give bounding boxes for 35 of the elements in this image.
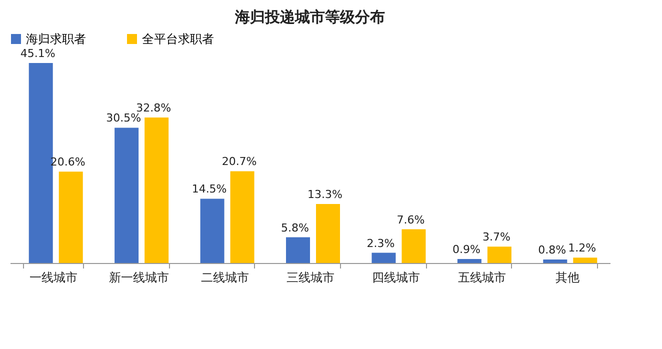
data-label: 45.1% [20,47,56,60]
bar [402,229,426,263]
bar [457,259,482,263]
bar [200,198,224,263]
bar [543,259,568,263]
data-label: 14.5% [192,182,227,196]
data-label: 20.7% [222,155,257,168]
legend-label: 全平台求职者 [142,32,214,46]
bar [144,118,169,263]
bar [573,258,598,263]
bar [487,246,512,263]
data-label: 2.3% [366,236,395,250]
data-label: 0.8% [538,243,566,256]
x-tick-label: 四线城市 [372,270,420,284]
data-label: 7.6% [396,213,425,226]
legend-label: 海归求职者 [26,32,86,46]
bar [372,252,396,263]
bar [286,237,310,263]
bar [230,171,254,263]
data-label: 5.8% [281,221,309,234]
data-label: 3.7% [482,230,510,244]
x-tick-label: 五线城市 [458,270,506,284]
bar [58,172,83,263]
x-tick-label: 一线城市 [29,270,78,284]
x-tick-label: 其他 [556,270,580,284]
bar [28,63,53,263]
data-label: 1.2% [568,242,596,255]
x-tick-label: 新一线城市 [109,270,170,284]
data-label: 0.9% [452,243,480,256]
chart-title: 海归投递城市等级分布 [234,8,385,26]
x-tick-label: 三线城市 [286,270,334,284]
bar [316,204,340,263]
bar [114,128,139,263]
x-tick-label: 二线城市 [200,270,249,284]
data-label: 13.3% [308,188,342,202]
